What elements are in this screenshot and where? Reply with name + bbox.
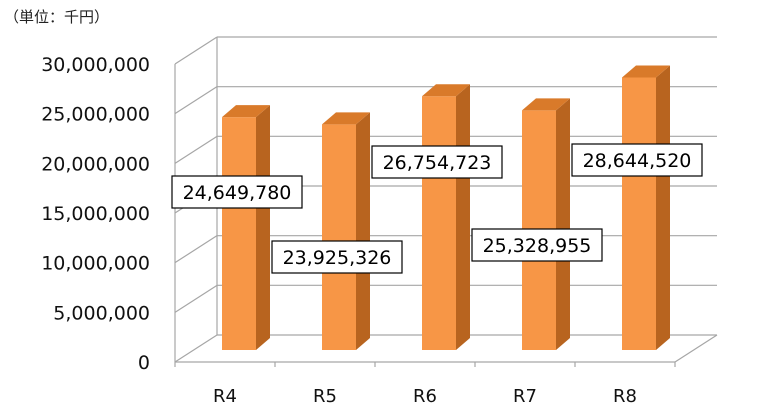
bar-side	[656, 65, 670, 351]
gridline-depth	[174, 36, 218, 65]
bar-side	[356, 112, 370, 350]
data-label-box	[571, 143, 703, 177]
gridline-depth	[174, 135, 218, 164]
x-tick-label: R4	[213, 386, 237, 407]
data-label-box	[471, 228, 603, 262]
bar	[322, 124, 356, 350]
gridline-depth	[174, 334, 218, 363]
data-label: 25,328,955	[483, 235, 592, 257]
gridline-depth	[174, 284, 218, 313]
y-tick-label: 15,000,000	[41, 203, 150, 225]
x-tick-label: R8	[613, 386, 637, 407]
bar-top	[222, 105, 270, 118]
y-tick-label: 25,000,000	[41, 104, 150, 126]
y-tick-label: 0	[138, 352, 150, 374]
bar-top	[522, 98, 570, 111]
x-tick-label: R7	[513, 386, 537, 407]
x-tick-label: R5	[313, 386, 337, 407]
floor-right-edge	[674, 334, 718, 363]
data-label: 23,925,326	[283, 247, 392, 269]
y-tick-label: 20,000,000	[41, 153, 150, 175]
gridline-depth	[174, 86, 218, 115]
bar-top	[622, 65, 670, 78]
data-label: 26,754,723	[383, 152, 492, 174]
y-tick-label: 10,000,000	[41, 253, 150, 275]
y-tick-label: 5,000,000	[53, 302, 150, 324]
bar	[422, 96, 456, 350]
x-tick-label: R6	[413, 386, 437, 407]
bar	[222, 117, 256, 351]
data-label: 28,644,520	[583, 150, 692, 172]
gridline-depth	[174, 235, 218, 264]
unit-label: （単位：千円）	[4, 8, 110, 26]
bar	[622, 77, 656, 351]
data-label: 24,649,780	[183, 182, 292, 204]
data-label-box	[171, 175, 303, 209]
y-tick-label: 30,000,000	[41, 54, 150, 76]
data-label-box	[271, 240, 403, 274]
bar-top	[322, 112, 370, 125]
bar-side	[556, 98, 570, 350]
bar-top	[422, 84, 470, 97]
bar-side	[456, 84, 470, 350]
bar-side	[256, 105, 270, 351]
data-label-box	[371, 145, 503, 179]
